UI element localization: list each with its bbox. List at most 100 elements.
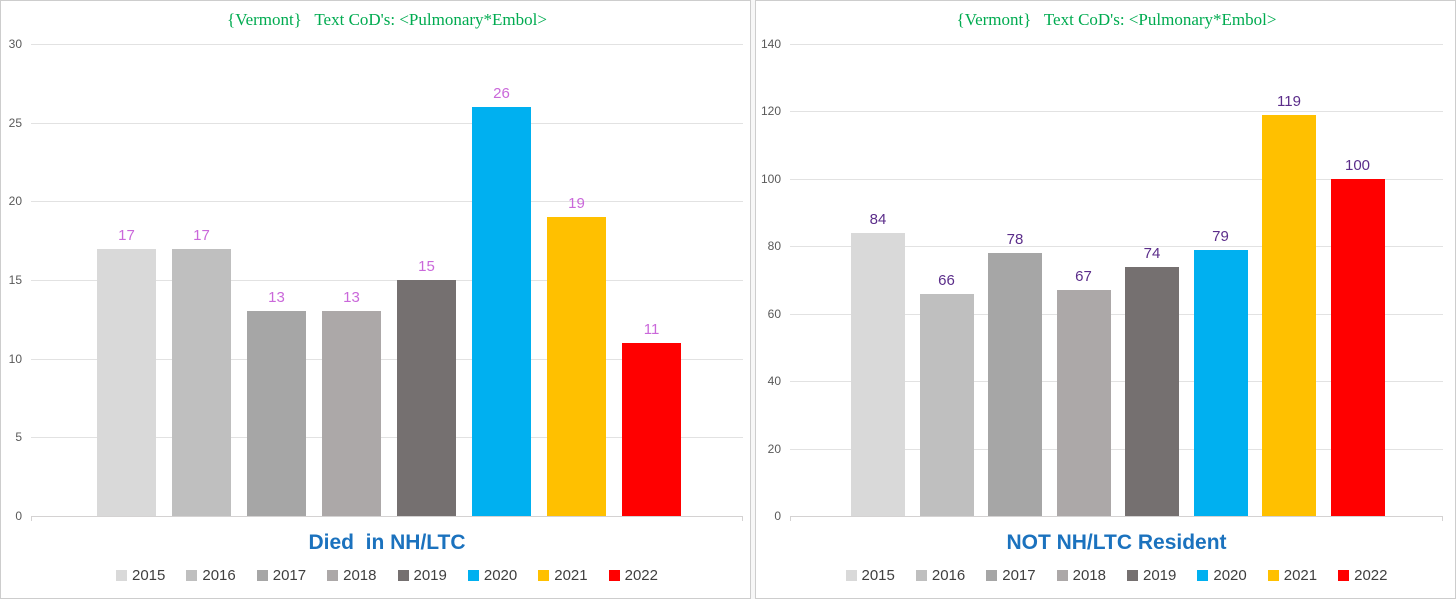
legend-label: 2018: [1072, 567, 1106, 584]
legend-swatch-icon: [1056, 570, 1068, 581]
legend-label: 2016: [931, 567, 966, 584]
data-label-2017: 78: [1006, 231, 1024, 249]
data-label-2018: 13: [343, 289, 360, 307]
data-label-2020: 26: [493, 84, 510, 102]
bar-2016: [919, 293, 974, 516]
bar-2015: [97, 248, 156, 516]
axis-end-tick: [1442, 516, 1443, 521]
legend-item-2016: 2016: [915, 567, 966, 584]
gridline: [790, 313, 1443, 315]
gridline: [31, 437, 743, 439]
legend-item-2015: 2015: [116, 567, 165, 584]
gridline: [31, 201, 743, 203]
legend-label: 2017: [1002, 567, 1036, 584]
legend-item-2017: 2017: [256, 567, 307, 584]
data-label-2016: 17: [193, 226, 210, 244]
bar-2022: [622, 342, 681, 516]
y-axis-tick-label: 0: [15, 509, 22, 523]
legend-item-2018: 2018: [327, 567, 377, 584]
data-label-2021: 19: [568, 195, 585, 213]
legend-label: 2015: [132, 567, 166, 584]
bar-2019: [1125, 266, 1179, 516]
y-axis-tick-label: 60: [767, 306, 781, 321]
gridline: [31, 280, 743, 281]
data-label-2022: 11: [643, 320, 660, 338]
legend-swatch-icon: [608, 570, 620, 581]
legend-swatch-icon: [397, 570, 409, 581]
legend-item-2019: 2019: [1127, 567, 1176, 584]
bar-2020: [472, 106, 531, 516]
y-axis-tick-label: 100: [760, 171, 781, 186]
legend-label: 2020: [1213, 567, 1247, 584]
legend-label: 2022: [1354, 567, 1388, 584]
legend-label: 2015: [861, 567, 895, 584]
data-label-2021: 119: [1277, 92, 1301, 110]
y-axis-tick-label: 40: [767, 374, 781, 389]
axis-end-tick: [31, 516, 32, 521]
legend-item-2022: 2022: [1338, 567, 1388, 584]
gridline: [790, 44, 1443, 45]
bar-2018: [322, 311, 381, 516]
legend-label: 2021: [554, 567, 588, 584]
y-axis-tick-label: 0: [774, 509, 781, 523]
bar-2015: [851, 232, 905, 516]
y-axis-tick-label: 15: [8, 273, 22, 287]
y-axis-tick-label: 30: [8, 37, 22, 51]
y-axis-tick-label: 20: [8, 194, 22, 209]
legend-item-2021: 2021: [1267, 567, 1318, 584]
data-label-2018: 67: [1075, 268, 1092, 286]
chart-title: {Vermont} Text CoD's: <Pulmonary*Embol>: [227, 10, 547, 29]
legend-swatch-icon: [186, 570, 198, 581]
y-axis-tick-label: 120: [760, 104, 781, 119]
gridline: [31, 358, 743, 360]
legend-swatch-icon: [467, 570, 479, 581]
data-label-2015: 84: [869, 210, 887, 228]
legend-swatch-icon: [915, 570, 927, 581]
bar-2020: [1193, 249, 1248, 516]
y-axis-tick-label: 5: [15, 430, 22, 445]
chart-axis-title: NOT NH/LTC Resident: [1006, 531, 1227, 554]
y-axis-tick-label: 140: [760, 37, 781, 51]
chart-axis-title: Died in NH/LTC: [308, 531, 466, 554]
bar-2021: [1262, 114, 1316, 516]
chart-title: {Vermont} Text CoD's: <Pulmonary*Embol>: [956, 10, 1277, 29]
bar-2016: [172, 248, 231, 516]
y-axis-tick-label: 80: [767, 239, 781, 254]
legend-item-2019: 2019: [397, 567, 447, 584]
gridline: [790, 381, 1443, 383]
data-label-2022: 100: [1344, 156, 1371, 174]
legend-label: 2022: [624, 567, 658, 584]
gridline: [790, 448, 1443, 450]
plot-area: 0 20 40 60 80 100 120 140 84 66 78 67 74 79 119 100: [761, 37, 1443, 523]
legend-item-2017: 2017: [986, 567, 1036, 584]
legend-label: 2020: [483, 567, 518, 584]
legend-item-2020: 2020: [467, 567, 518, 584]
gridline: [31, 44, 743, 45]
x-axis-line: [790, 516, 1443, 517]
bar-2019: [397, 280, 456, 516]
chart-legend: 2015 2016 2017 2018 2019 2020 2021 2022: [790, 567, 1443, 584]
legend-label: 2018: [343, 567, 377, 584]
legend-swatch-icon: [986, 570, 998, 581]
chart-panel-not-nh-ltc-resident: {Vermont} Text CoD's: <Pulmonary*Embol> …: [755, 0, 1456, 599]
legend-label: 2019: [413, 567, 447, 584]
data-label-2016: 66: [938, 271, 955, 289]
legend-label: 2016: [202, 567, 236, 584]
legend-swatch-icon: [1338, 570, 1350, 581]
gridline: [31, 122, 743, 124]
legend-swatch-icon: [845, 570, 857, 581]
legend-swatch-icon: [116, 570, 127, 581]
legend-label: 2017: [272, 567, 307, 584]
axis-end-tick: [742, 516, 743, 521]
data-label-2019: 15: [418, 258, 435, 275]
y-axis-tick-label: 10: [8, 351, 22, 366]
legend-swatch-icon: [1197, 570, 1209, 581]
data-label-2017: 13: [268, 289, 285, 307]
legend-item-2015: 2015: [845, 567, 895, 584]
y-axis-tick-label: 25: [8, 115, 22, 130]
bar-2018: [1056, 290, 1111, 516]
x-axis-line: [31, 516, 743, 517]
legend-swatch-icon: [327, 570, 339, 581]
legend-label: 2021: [1283, 567, 1318, 584]
